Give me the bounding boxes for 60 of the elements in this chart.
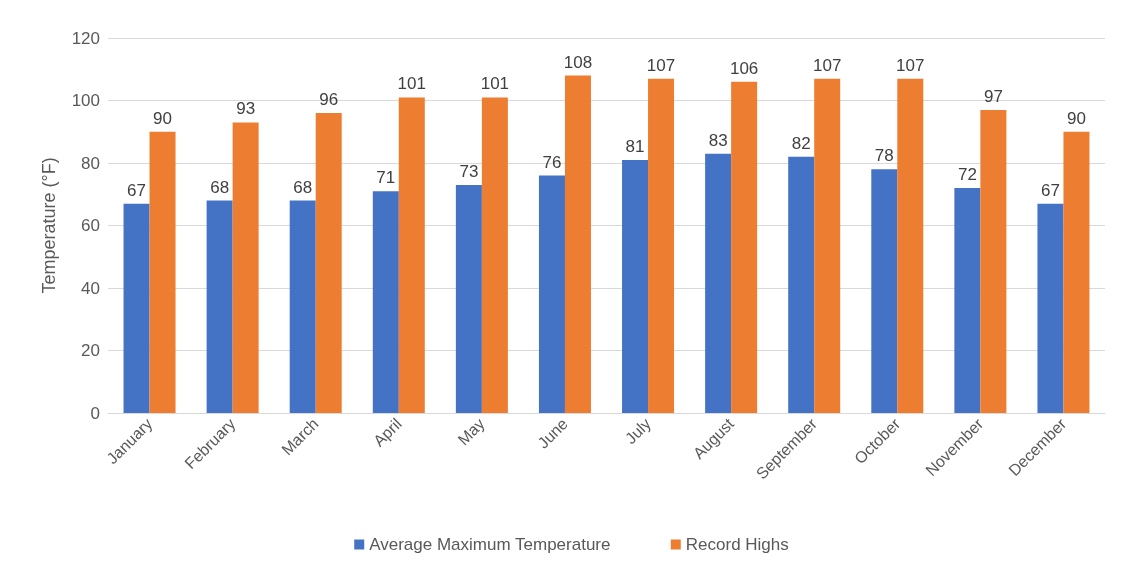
y-tick-label: 120 <box>71 28 100 48</box>
bar <box>232 122 259 413</box>
data-label: 93 <box>236 99 256 119</box>
bar <box>622 159 649 413</box>
bar <box>1063 131 1090 413</box>
bar <box>897 78 924 413</box>
bar <box>954 188 981 413</box>
bar <box>398 97 425 413</box>
y-tick-label: 0 <box>90 403 100 423</box>
bar <box>538 175 565 413</box>
data-label: 108 <box>563 52 593 72</box>
bar <box>372 191 399 413</box>
data-label: 101 <box>480 74 510 94</box>
data-label: 68 <box>293 177 313 197</box>
y-tick-label: 20 <box>81 341 100 360</box>
data-label: 90 <box>1067 108 1086 128</box>
bar <box>814 78 841 413</box>
data-label: 97 <box>983 86 1003 106</box>
bar <box>123 203 150 413</box>
bar <box>481 97 508 413</box>
bar <box>289 200 316 413</box>
data-label: 106 <box>729 58 759 78</box>
bar <box>871 169 898 413</box>
data-label: 72 <box>957 165 977 184</box>
bar <box>980 109 1007 413</box>
bar <box>1037 203 1064 413</box>
data-label: 90 <box>153 108 172 128</box>
data-label: 81 <box>625 136 645 156</box>
bar <box>149 131 176 413</box>
bar <box>705 153 732 413</box>
bar <box>315 113 342 413</box>
x-tick-label: July <box>621 414 655 448</box>
y-tick-label: 80 <box>81 153 100 173</box>
data-label: 68 <box>210 177 230 197</box>
data-label: 101 <box>397 74 426 94</box>
data-label: 83 <box>708 130 728 150</box>
x-tick-label: May <box>454 414 488 449</box>
y-tick-label: 40 <box>81 278 100 298</box>
bar <box>788 156 815 413</box>
data-label: 107 <box>646 55 676 75</box>
legend-label: Record Highs <box>685 535 789 554</box>
y-tick-label: 60 <box>81 216 100 235</box>
bar <box>564 75 591 413</box>
legend-label: Average Maximum Temperature <box>369 535 611 554</box>
data-label: 82 <box>791 133 811 153</box>
data-label: 76 <box>542 152 562 172</box>
data-label: 78 <box>874 146 894 166</box>
bar <box>206 200 233 413</box>
data-label: 67 <box>1041 180 1060 200</box>
bar <box>648 78 675 413</box>
data-label: 107 <box>896 55 925 75</box>
data-label: 71 <box>376 168 396 188</box>
y-tick-label: 100 <box>71 91 100 110</box>
data-label: 107 <box>813 55 842 75</box>
bar <box>455 184 482 413</box>
y-axis-title: Temperature (°F) <box>39 157 59 294</box>
bar <box>731 81 758 413</box>
data-label: 96 <box>319 90 339 109</box>
data-label: 73 <box>459 161 479 181</box>
data-label: 67 <box>127 180 146 200</box>
